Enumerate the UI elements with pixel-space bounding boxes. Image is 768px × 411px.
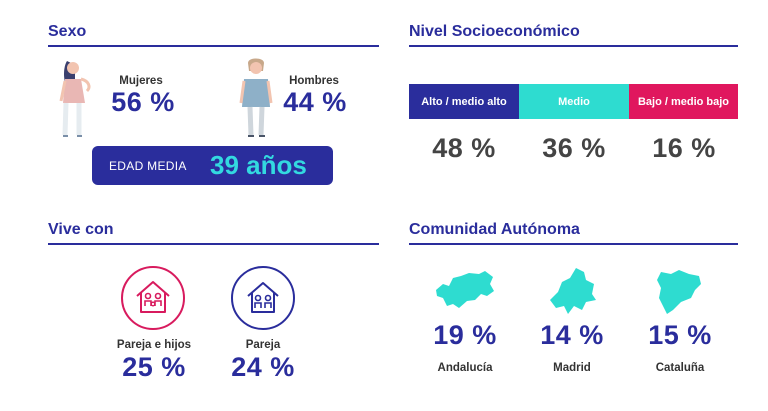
pareja-circle: [231, 266, 295, 330]
vive-con-title: Vive con: [48, 221, 114, 238]
couple-home-icon: [247, 282, 279, 313]
comunidad-title: Comunidad Autónoma: [409, 221, 580, 238]
edad-media-label: EDAD MEDIA: [109, 159, 187, 173]
family-home-icon: [136, 281, 170, 313]
madrid-map-icon: [550, 268, 596, 314]
hombres-value: 44 %: [283, 87, 347, 117]
madrid-value: 14 %: [540, 320, 604, 350]
edad-media-box: EDAD MEDIA 39 años: [92, 146, 333, 185]
nse-title: Nivel Socioeconómico: [409, 23, 580, 40]
pareja-value: 24 %: [231, 352, 295, 382]
man-figure-icon: [239, 58, 273, 137]
nse-alto-label: Alto / medio alto: [421, 95, 507, 108]
sexo-rule: [48, 45, 379, 47]
cataluna-map-icon: [657, 270, 701, 314]
pareja-label: Pareja: [245, 339, 281, 351]
nse-bar-bajo: Bajo / medio bajo: [629, 84, 738, 119]
mujeres-label: Mujeres: [119, 75, 163, 87]
pareja-hijos-value: 25 %: [122, 352, 186, 382]
woman-figure-icon: [59, 61, 91, 137]
madrid-label: Madrid: [553, 362, 591, 374]
mujeres-value: 56 %: [111, 87, 175, 117]
nse-bajo-label: Bajo / medio bajo: [637, 95, 730, 108]
vive-con-rule: [48, 243, 379, 245]
edad-media-value: 39 años: [210, 150, 307, 180]
pareja-hijos-circle: [121, 266, 185, 330]
andalucia-label: Andalucía: [437, 362, 493, 374]
nse-bar-medio: Medio: [519, 84, 629, 119]
cataluna-value: 15 %: [648, 320, 712, 350]
nse-rule: [409, 45, 738, 47]
andalucia-map-icon: [436, 271, 494, 308]
comunidad-rule: [409, 243, 738, 245]
cataluna-label: Cataluña: [655, 362, 705, 374]
nse-medio-label: Medio: [558, 95, 590, 108]
pareja-hijos-label: Pareja e hijos: [116, 339, 192, 351]
nse-medio-value: 36 %: [542, 133, 606, 163]
andalucia-value: 19 %: [433, 320, 497, 350]
nse-bajo-value: 16 %: [652, 133, 716, 163]
nse-alto-value: 48 %: [432, 133, 496, 163]
hombres-label: Hombres: [289, 75, 339, 87]
sexo-title: Sexo: [48, 23, 87, 40]
nse-bar-alto: Alto / medio alto: [409, 84, 519, 119]
